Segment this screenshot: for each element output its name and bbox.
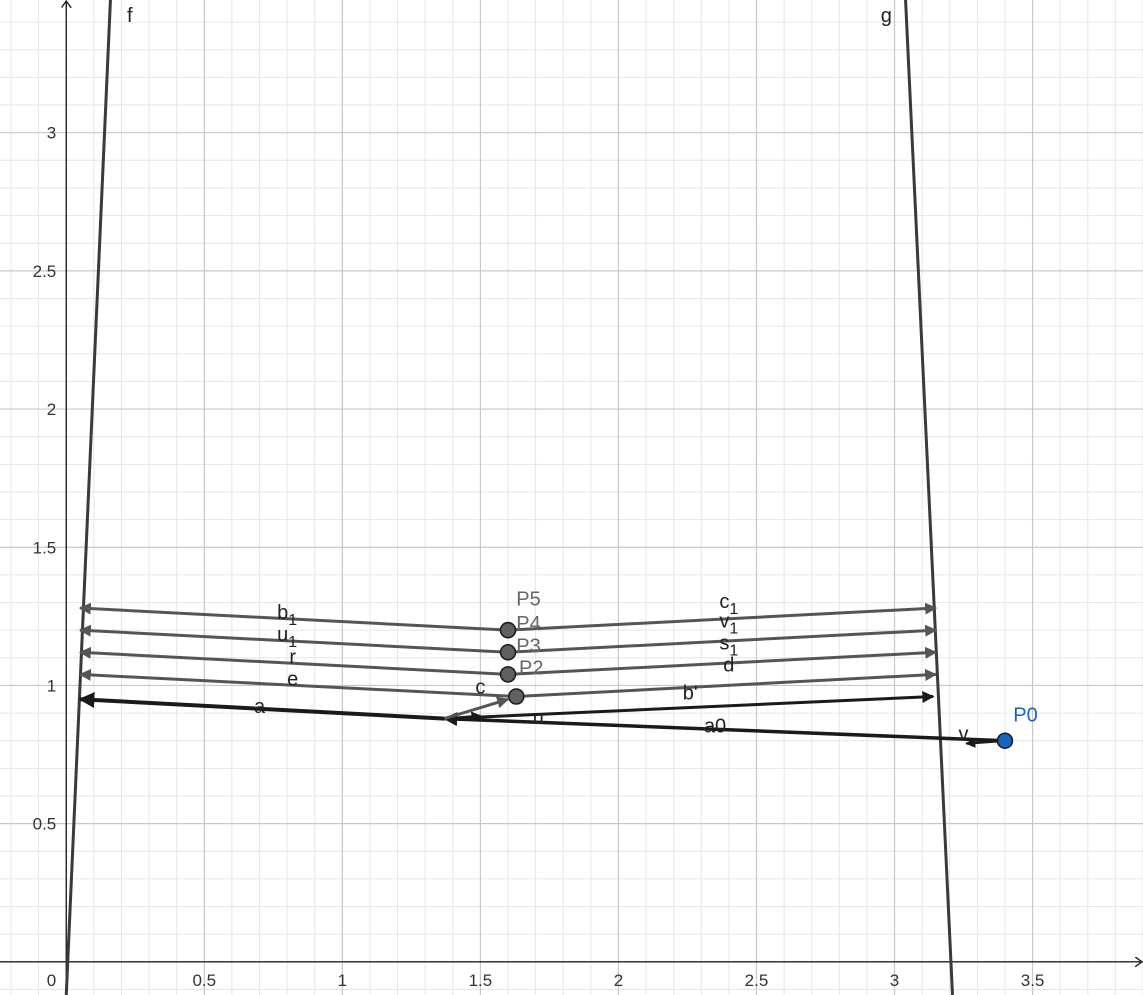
point-label-P4: P4 xyxy=(516,613,540,635)
vector-label-v1: v1 xyxy=(719,610,738,637)
curve-label-g: g xyxy=(881,5,892,27)
y-tick-label: 1 xyxy=(47,676,56,695)
vector-label-subscript: 1 xyxy=(288,634,297,651)
point-label-P3: P3 xyxy=(516,635,540,657)
y-tick-label: 0.5 xyxy=(33,815,57,834)
vector-label-a0: a0 xyxy=(704,715,726,737)
vector-label-u: u xyxy=(533,707,544,729)
y-tick-label: 1.5 xyxy=(33,538,57,557)
vector-v1[interactable] xyxy=(507,624,938,654)
vector-label-a: a xyxy=(254,696,266,718)
vector-label-text: v xyxy=(719,610,729,632)
point-label-P0: P0 xyxy=(1013,704,1037,726)
vector-c[interactable] xyxy=(444,696,510,721)
vector-label-subscript: 1 xyxy=(729,620,738,637)
vector-label-text: s xyxy=(719,633,729,655)
vector-label-text: a0 xyxy=(704,715,726,737)
x-tick-label: 2.5 xyxy=(745,971,769,990)
vector-b1[interactable] xyxy=(78,602,509,632)
vector-s1[interactable] xyxy=(507,646,938,676)
vector-a0[interactable] xyxy=(443,712,1006,743)
vector-label-text: c xyxy=(475,677,485,699)
vector-e[interactable] xyxy=(78,668,517,698)
vector-label-v: v xyxy=(959,724,969,746)
vector-label-s1: s1 xyxy=(719,633,738,660)
vector-r[interactable] xyxy=(78,646,509,676)
curve-g[interactable] xyxy=(904,0,954,995)
point-P3[interactable] xyxy=(499,644,517,661)
vector-label-text: u xyxy=(533,707,544,729)
vector-label-c1: c1 xyxy=(719,591,738,618)
vector-label-u1: u1 xyxy=(277,624,297,651)
vector-label-text: b' xyxy=(683,682,698,704)
point-label-P2: P2 xyxy=(519,657,543,679)
vector-label-e: e xyxy=(287,668,298,690)
vector-label-text: c xyxy=(719,591,729,613)
y-tick-label: 2 xyxy=(47,400,56,419)
point-P1[interactable] xyxy=(508,688,525,705)
curve-f[interactable] xyxy=(64,0,112,995)
vector-label-r: r xyxy=(289,646,296,668)
vector-label-subscript: 1 xyxy=(729,643,738,660)
x-tick-label: 3.5 xyxy=(1021,971,1045,990)
vector-label-b-prime: b' xyxy=(683,682,698,704)
vector-label-text: a xyxy=(254,696,266,718)
vector-label-text: r xyxy=(289,646,296,668)
points xyxy=(499,621,1014,749)
point-P0[interactable] xyxy=(996,732,1014,749)
x-tick-label: 0.5 xyxy=(192,971,216,990)
vectors xyxy=(78,602,1006,748)
vector-label-text: d xyxy=(723,655,734,677)
vector-label-text: v xyxy=(959,724,969,746)
vector-label-subscript: 1 xyxy=(729,601,738,618)
vector-a[interactable] xyxy=(78,692,445,721)
y-tick-label: 3 xyxy=(47,124,56,143)
x-tick-label: 2 xyxy=(614,971,623,990)
point-P5[interactable] xyxy=(499,621,517,639)
x-tick-label: 3 xyxy=(890,971,899,990)
vector-label-subscript: 1 xyxy=(288,612,297,629)
origin-label: 0 xyxy=(47,971,56,990)
vector-label-c: c xyxy=(475,677,485,699)
vector-label-text: b xyxy=(277,602,288,624)
vector-u1[interactable] xyxy=(78,624,509,654)
vector-b-prime[interactable] xyxy=(444,690,935,721)
tick-labels: 0.5 1 1.5 2 2.5 3 3.5 0.5 1 1.5 2 2.5 3 0 xyxy=(33,124,1045,990)
curves xyxy=(64,0,954,995)
x-tick-label: 1 xyxy=(338,971,347,990)
x-tick-label: 1.5 xyxy=(469,971,493,990)
vector-label-text: u xyxy=(277,624,288,646)
vector-label-d: d xyxy=(723,655,734,677)
vector-label-text: e xyxy=(287,668,298,690)
vector-label-b1: b1 xyxy=(277,602,297,629)
y-tick-label: 2.5 xyxy=(33,262,57,281)
vector-d[interactable] xyxy=(516,668,938,698)
point-P2[interactable] xyxy=(499,666,517,683)
point-label-P5: P5 xyxy=(516,588,540,610)
vector-c1[interactable] xyxy=(507,602,938,632)
curve-label-f: f xyxy=(127,5,133,27)
